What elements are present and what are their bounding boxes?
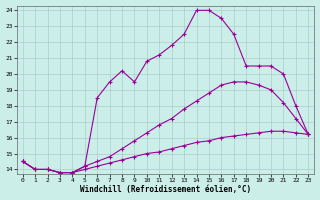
X-axis label: Windchill (Refroidissement éolien,°C): Windchill (Refroidissement éolien,°C) — [80, 185, 251, 194]
